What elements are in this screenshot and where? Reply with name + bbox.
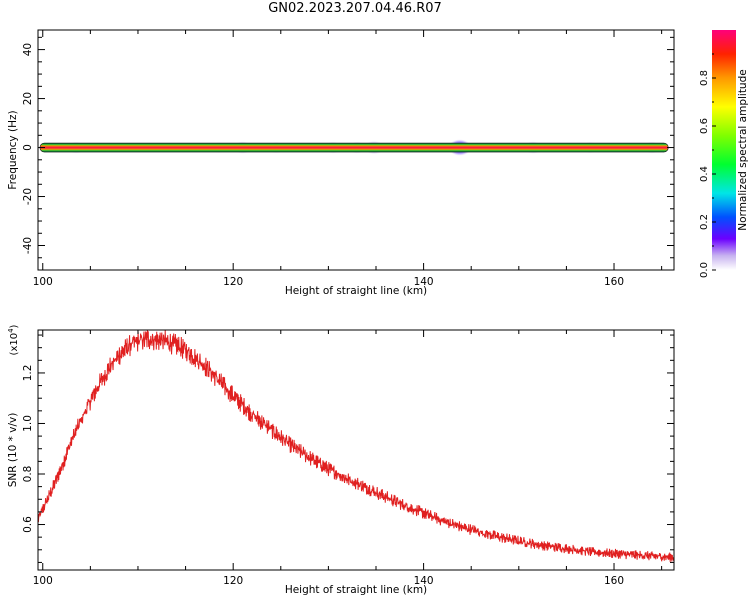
spectrogram-x-tick-label-2: 140 — [414, 276, 434, 288]
snr-y-tick-label-2: 1.0 — [22, 415, 34, 432]
colorbar-label: Normalized spectral amplitude — [737, 69, 749, 230]
colorbar-tick-label-1: 0.2 — [699, 214, 710, 230]
snr-x-tick-label-1: 120 — [223, 575, 243, 587]
snr-y-multiplier: (x104) — [7, 324, 20, 355]
spectrogram-y-tick-label-3: 20 — [22, 92, 34, 105]
spectrogram-frame — [37, 29, 675, 271]
snr-x-tick-label-2: 140 — [414, 575, 434, 587]
spectrogram-x-tick-label-1: 120 — [223, 276, 243, 288]
colorbar: 0.0 0.2 0.4 0.6 0.8 Normalized spectral ampl… — [699, 30, 749, 278]
spectral-band — [39, 142, 669, 153]
snr-x-tick-label-3: 160 — [604, 575, 624, 587]
svg-text:(x104): (x104) — [7, 324, 20, 355]
snr-series-line — [38, 330, 674, 562]
snr-x-axis-label: Height of straight line (km) — [285, 584, 427, 596]
figure-title: GN02.2023.207.04.46.R07 — [268, 1, 442, 16]
spectrogram-y-tick-label-1: -20 — [22, 188, 34, 205]
spectrogram-x-axis-label: Height of straight line (km) — [285, 285, 427, 297]
colorbar-tick-label-4: 0.8 — [699, 70, 710, 86]
spectrogram-x-tick-label-3: 160 — [604, 276, 624, 288]
spectrogram-panel: 100 120 140 160 -40 -20 0 20 40 Height of straig… — [7, 29, 675, 297]
spectrogram-y-tick-label-2: 0 — [22, 144, 34, 151]
colorbar-tick-label-3: 0.6 — [699, 118, 710, 134]
snr-panel: 100 120 140 160 0.6 0.8 1.0 1.2 Height of strai… — [7, 324, 675, 596]
colorbar-tick-label-0: 0.0 — [699, 262, 710, 278]
snr-y-tick-label-3: 1.2 — [22, 365, 34, 382]
spectrogram-x-tick-label-0: 100 — [33, 276, 53, 288]
snr-x-tick-label-0: 100 — [33, 575, 53, 587]
snr-y-axis-label: SNR (10 * v/v) — [7, 413, 19, 488]
snr-frame — [37, 329, 675, 571]
spectrogram-y-tick-label-4: 40 — [22, 43, 34, 56]
snr-y-tick-label-0: 0.6 — [22, 516, 34, 533]
colorbar-gradient — [712, 30, 736, 270]
snr-y-tick-label-1: 0.8 — [22, 466, 34, 483]
spectrogram-y-tick-label-0: -40 — [22, 237, 34, 254]
spectrogram-y-axis-label: Frequency (Hz) — [7, 110, 19, 189]
colorbar-tick-label-2: 0.4 — [699, 166, 710, 182]
